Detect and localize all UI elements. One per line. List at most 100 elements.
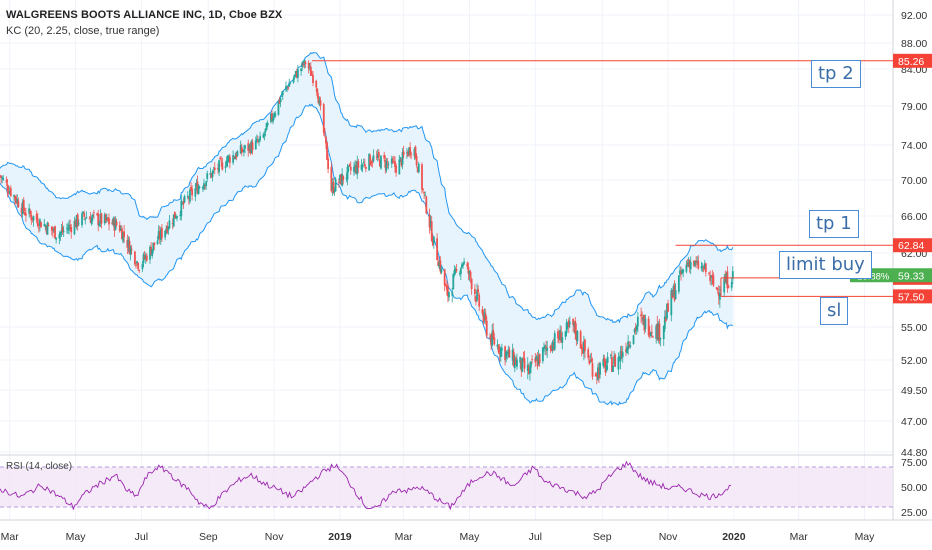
candle-body — [74, 220, 77, 228]
candle-body — [175, 217, 177, 219]
time-tick-label: Nov — [659, 531, 678, 543]
candle — [66, 223, 68, 234]
candle-body — [632, 335, 635, 344]
candle-body — [149, 246, 151, 260]
candle — [172, 214, 175, 228]
candle-body — [349, 166, 352, 171]
candle — [500, 343, 503, 357]
candle-body — [240, 147, 243, 153]
sl-annotation[interactable]: sl — [820, 297, 849, 325]
candle — [281, 90, 284, 100]
price-tick-label: 44.80 — [901, 447, 927, 459]
candle-body — [603, 357, 606, 362]
candle-body — [462, 263, 464, 266]
candle-body — [362, 162, 365, 164]
candle — [356, 155, 359, 180]
candle-body — [360, 164, 363, 170]
candle-body — [566, 323, 569, 326]
candle-body — [158, 231, 161, 240]
candle — [168, 215, 171, 229]
candle-body — [269, 113, 272, 122]
candle-body — [384, 160, 387, 168]
candle — [195, 178, 198, 191]
candle-body — [112, 218, 115, 226]
candle-body — [666, 304, 668, 319]
candle — [708, 272, 710, 276]
candle-body — [686, 263, 689, 265]
candle — [111, 219, 114, 225]
candle-body — [225, 160, 228, 167]
candle-body — [127, 239, 130, 247]
candle-body — [286, 86, 288, 88]
candle-body — [226, 155, 229, 163]
candle — [288, 78, 291, 87]
candle-body — [498, 349, 501, 354]
candle — [685, 260, 688, 274]
candle-body — [273, 115, 276, 118]
candle — [363, 158, 366, 168]
candle — [211, 169, 214, 182]
candle-body — [103, 214, 106, 224]
candle-body — [99, 214, 102, 223]
candle — [226, 155, 229, 168]
candle — [309, 62, 312, 76]
candle — [13, 194, 15, 202]
candle-body — [573, 322, 576, 327]
candle-body — [521, 357, 524, 372]
candle-body — [551, 341, 554, 350]
tp1-annotation[interactable]: tp 1 — [809, 210, 859, 238]
candle — [663, 310, 666, 333]
candle-body — [621, 352, 624, 358]
candle — [414, 145, 417, 160]
candle-body — [96, 213, 99, 215]
candle-body — [330, 166, 333, 192]
candle — [438, 259, 441, 270]
candle — [209, 167, 212, 179]
candle — [546, 340, 549, 358]
candle-body — [680, 271, 682, 275]
candle-body — [46, 222, 49, 235]
candle-body — [481, 309, 484, 314]
candle-body — [355, 165, 358, 173]
candle — [182, 197, 185, 210]
candle — [627, 334, 630, 355]
candle-body — [39, 219, 41, 227]
candle-body — [439, 260, 442, 272]
candle-body — [537, 355, 540, 365]
candle — [453, 264, 456, 278]
candle-body — [497, 346, 500, 353]
candle-body — [535, 356, 538, 361]
candle — [50, 226, 53, 236]
candle — [679, 266, 681, 277]
limit-buy-annotation[interactable]: limit buy — [779, 251, 872, 279]
candle — [319, 96, 322, 111]
candle-body — [655, 325, 658, 340]
candle — [333, 187, 336, 196]
candle-body — [21, 201, 24, 215]
candle-body — [247, 143, 250, 151]
candle-body — [17, 200, 20, 208]
candle — [159, 226, 162, 245]
candle — [543, 342, 545, 352]
candle-body — [611, 357, 613, 372]
candle — [591, 357, 594, 380]
candle — [104, 213, 107, 224]
candle — [561, 331, 564, 350]
candle — [345, 172, 348, 183]
candle-body — [271, 113, 273, 120]
candle-body — [239, 145, 242, 154]
candle — [455, 263, 458, 273]
candle-body — [386, 162, 389, 164]
tp2-annotation[interactable]: tp 2 — [811, 60, 861, 88]
candle-body — [726, 271, 729, 289]
candle-body — [452, 274, 455, 290]
candle-body — [153, 242, 156, 246]
candle — [582, 335, 585, 361]
candle — [560, 326, 563, 344]
candle — [377, 149, 380, 161]
candle — [391, 156, 394, 165]
candle — [263, 131, 266, 141]
candle — [97, 209, 100, 232]
candle — [605, 358, 608, 373]
candle — [251, 138, 254, 155]
